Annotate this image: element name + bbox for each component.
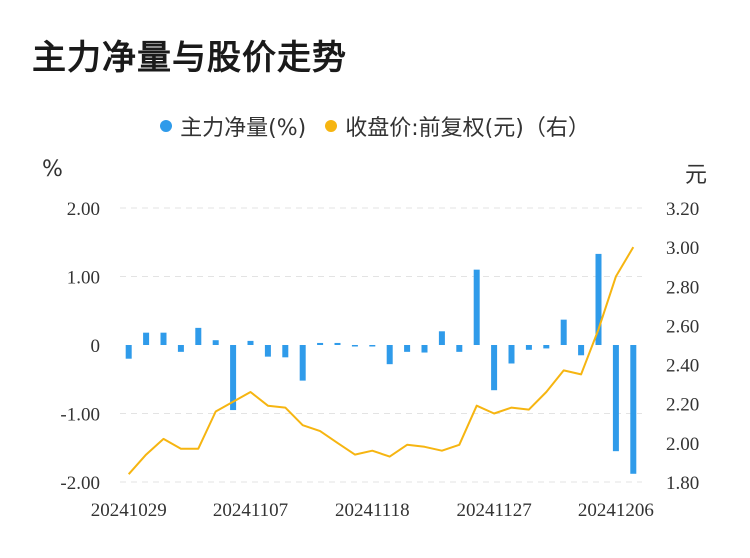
bar <box>264 345 271 357</box>
legend-item-bar[interactable]: 主力净量(%) <box>160 110 306 142</box>
bar <box>508 345 515 364</box>
right-tick-label: 2.00 <box>666 434 699 455</box>
right-tick-label: 2.20 <box>666 395 699 416</box>
bar <box>473 269 480 345</box>
bar <box>491 345 498 391</box>
bar <box>125 345 132 359</box>
bar <box>456 345 463 352</box>
left-tick-label: -1.00 <box>60 405 100 426</box>
bar <box>230 345 237 411</box>
right-tick-label: 2.40 <box>666 356 699 377</box>
bar <box>421 345 428 353</box>
bar <box>282 345 289 358</box>
bar <box>369 345 376 347</box>
bar <box>386 345 393 365</box>
bar <box>578 345 585 356</box>
left-tick-label: 1.00 <box>67 268 100 289</box>
x-tick-label: 20241206 <box>578 500 654 521</box>
bar <box>299 345 306 381</box>
left-tick-label: 0 <box>91 336 101 357</box>
right-tick-label: 3.00 <box>666 238 699 259</box>
x-tick-label: 20241107 <box>213 500 288 521</box>
bar <box>438 331 445 345</box>
bar <box>247 340 254 345</box>
legend-item-line[interactable]: 收盘价:前复权(元)（右） <box>325 110 590 142</box>
bar <box>351 345 358 347</box>
bar <box>143 332 150 345</box>
left-tick-label: 2.00 <box>67 199 100 220</box>
page-title: 主力净量与股价走势 <box>32 38 347 78</box>
legend-label-bar: 主力净量(%) <box>180 116 307 141</box>
right-tick-label: 2.60 <box>666 316 699 337</box>
legend-label-line: 收盘价:前复权(元)（右） <box>345 116 590 141</box>
x-tick-label: 20241127 <box>456 500 531 521</box>
bar <box>317 342 324 345</box>
bar <box>404 345 411 352</box>
bar <box>177 345 184 352</box>
bar <box>595 253 602 345</box>
right-tick-label: 1.80 <box>666 473 699 494</box>
bar <box>612 345 619 452</box>
bar <box>560 319 567 345</box>
right-tick-label: 2.80 <box>666 277 699 298</box>
right-tick-label: 3.20 <box>666 199 699 220</box>
bar <box>212 340 219 345</box>
right-axis-unit: 元 <box>685 163 708 188</box>
bar <box>334 342 341 345</box>
bar <box>630 345 637 474</box>
legend-line-marker-icon <box>325 120 338 132</box>
x-tick-label: 20241118 <box>335 500 410 521</box>
left-tick-label: -2.00 <box>60 473 100 494</box>
x-tick-label: 20241029 <box>91 500 167 521</box>
bar <box>195 327 202 345</box>
left-axis-unit: % <box>42 157 63 182</box>
legend-bar-marker-icon <box>160 120 173 132</box>
bar <box>525 345 532 350</box>
bar <box>160 332 167 345</box>
legend: 主力净量(%) 收盘价:前复权(元)（右） <box>0 110 750 142</box>
bar <box>543 345 550 349</box>
price-line <box>127 246 635 475</box>
